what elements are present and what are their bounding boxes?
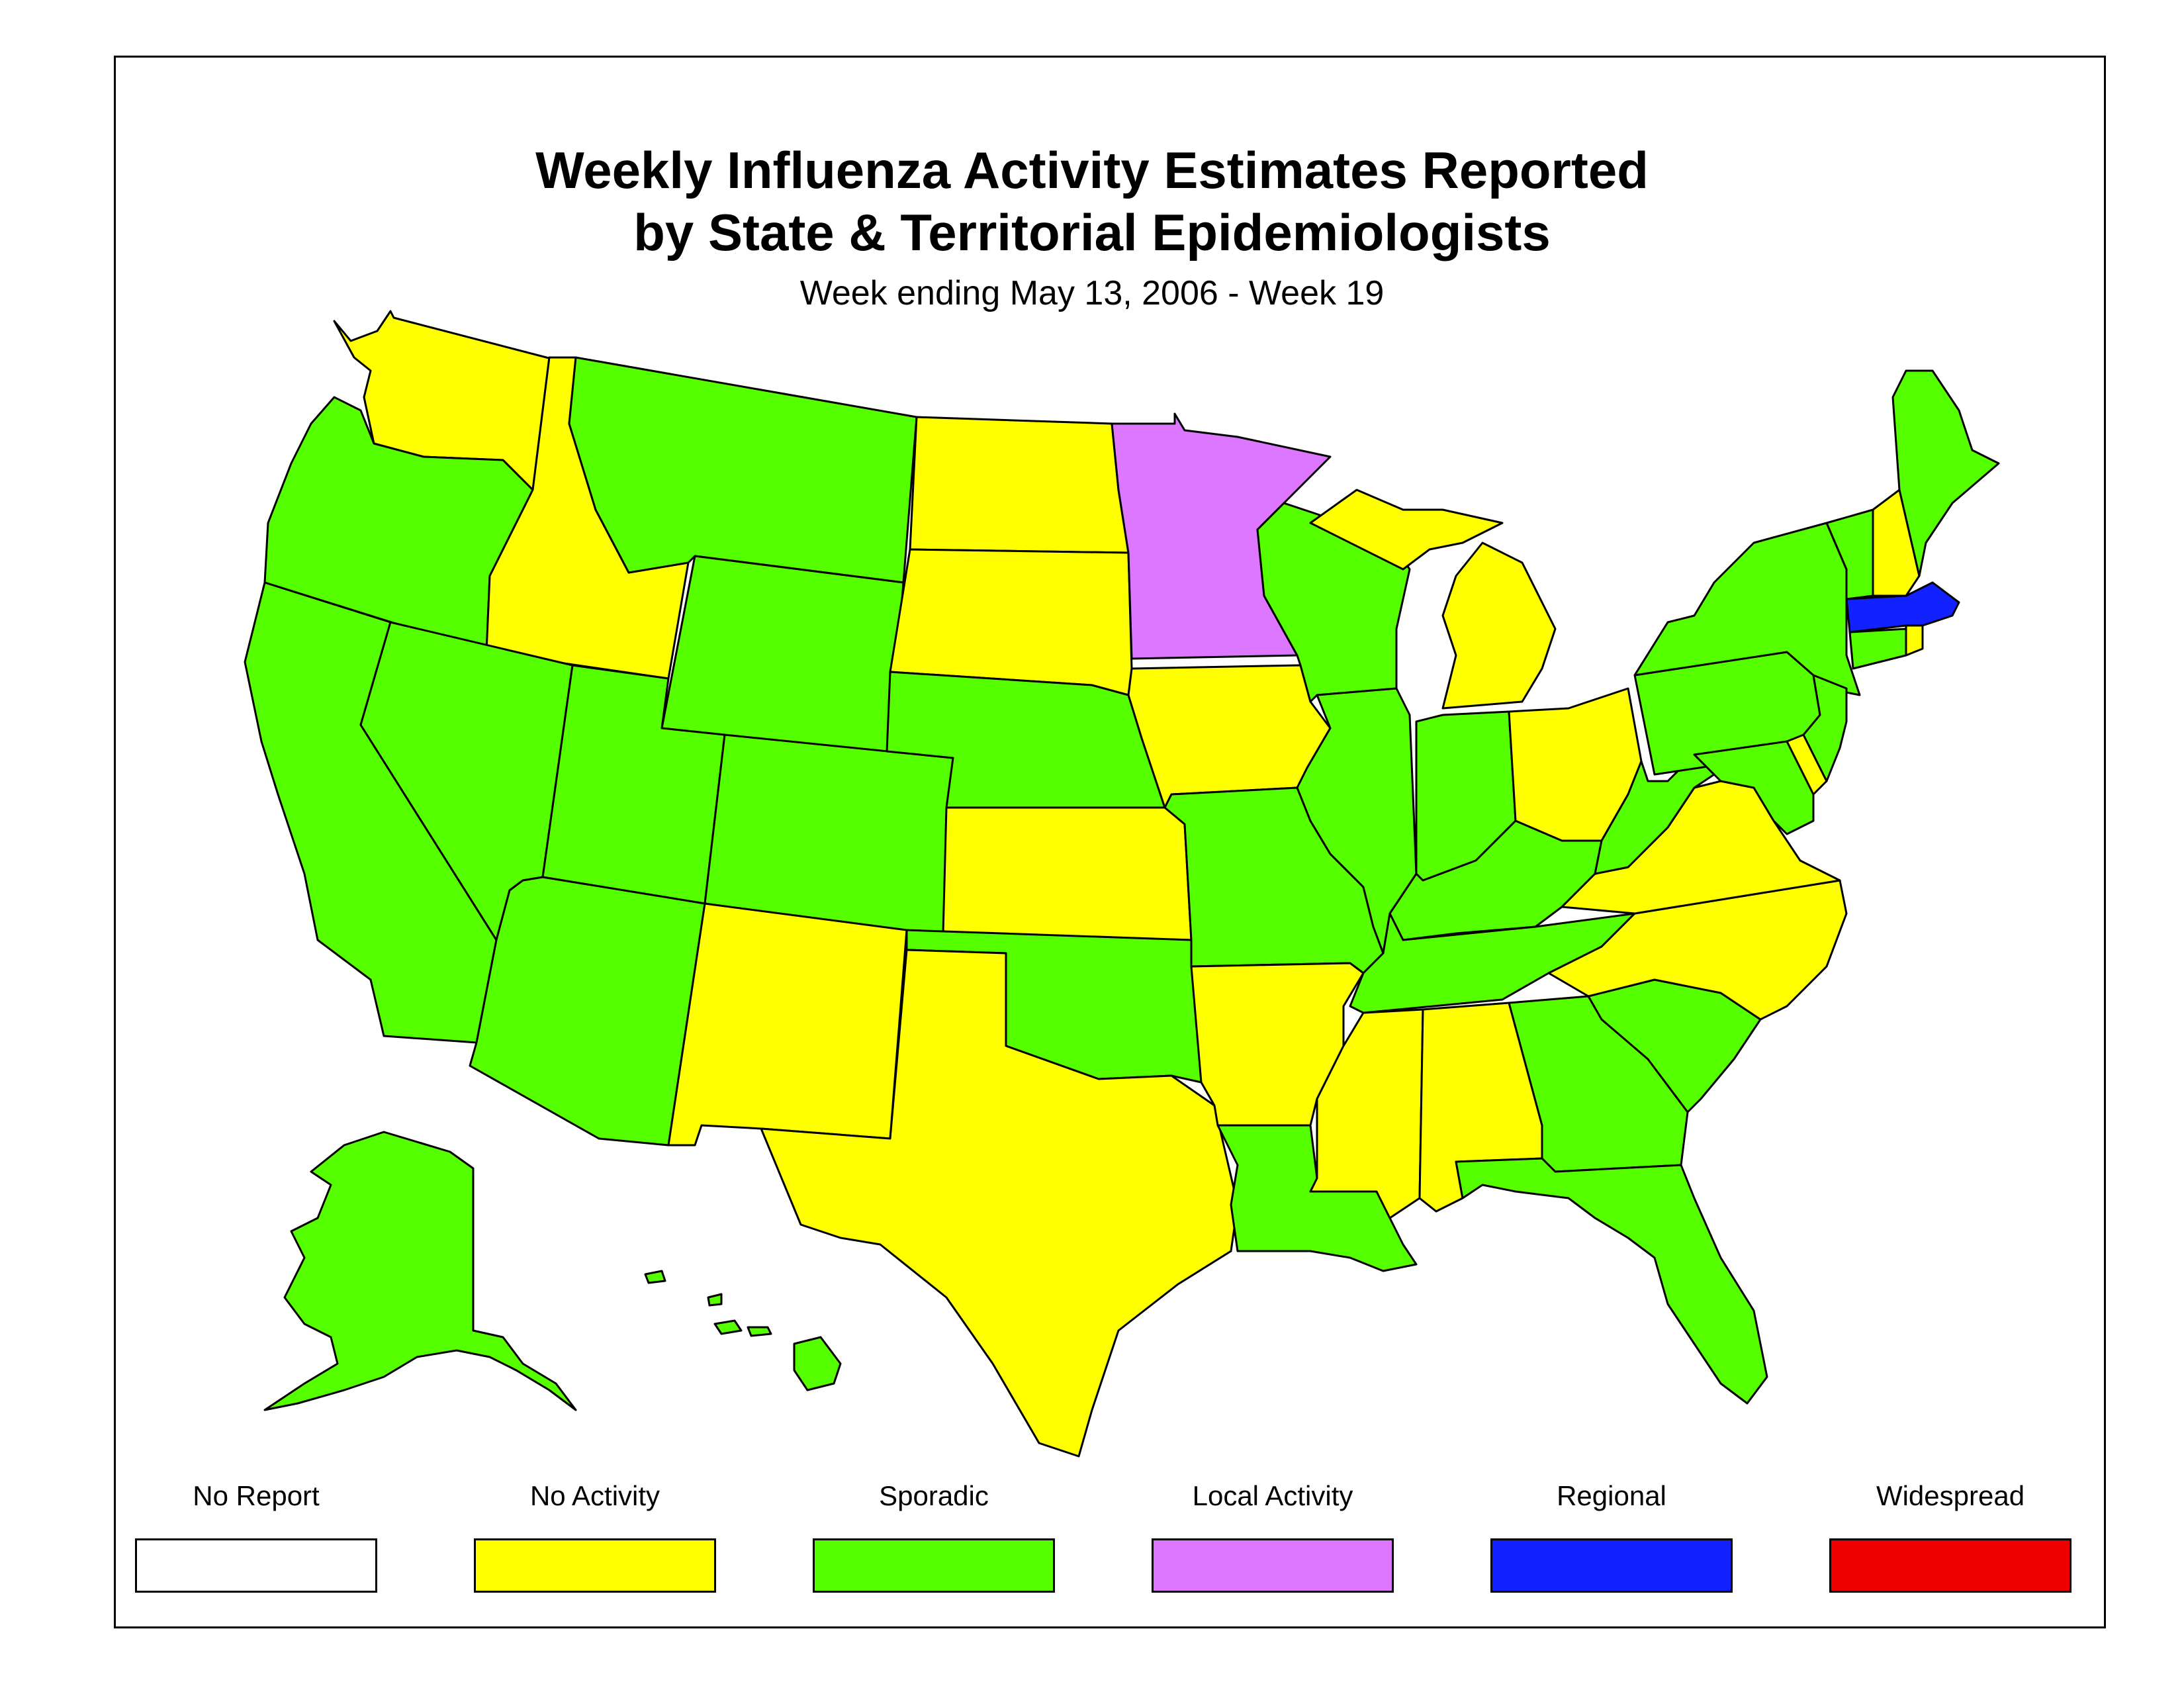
title-block: Weekly Influenza Activity Estimates Repo… <box>0 139 2184 323</box>
legend-item-noact: No Activity <box>474 1476 716 1593</box>
state-arizona <box>469 876 706 1147</box>
legend-label: No Activity <box>529 1480 660 1511</box>
legend-label: Sporadic <box>879 1480 989 1511</box>
legend-label: Widespread <box>1876 1480 2025 1511</box>
map-title-line-1: Weekly Influenza Activity Estimates Repo… <box>535 141 1649 199</box>
state-alaska <box>263 1131 577 1411</box>
legend-item-none: No Report <box>135 1476 377 1593</box>
state-wyoming <box>660 555 905 756</box>
state-north-carolina <box>1547 879 1848 1021</box>
state-colorado <box>704 733 954 938</box>
legend-swatch <box>1490 1538 1733 1593</box>
state-texas <box>760 949 1239 1458</box>
legend-swatch <box>1152 1538 1394 1593</box>
legend-label: No Report <box>193 1480 320 1511</box>
legend-swatch <box>135 1538 377 1593</box>
state-massachusetts <box>1845 581 1960 633</box>
state-florida <box>1455 1157 1768 1405</box>
state-new-jersey <box>1802 674 1848 782</box>
legend-item-local: Local Activity <box>1152 1476 1394 1593</box>
legend-swatch <box>474 1538 716 1593</box>
state-new-hampshire <box>1872 489 1921 597</box>
state-rhode-island <box>1905 624 1924 657</box>
legend-swatch <box>1829 1538 2071 1593</box>
state-north-dakota <box>909 416 1130 554</box>
state-hawaii <box>644 1270 842 1391</box>
legend-item-sporadic: Sporadic <box>813 1476 1055 1593</box>
state-montana <box>568 356 918 584</box>
state-illinois <box>1296 687 1418 955</box>
map-subtitle: Week ending May 13, 2006 - Week 19 <box>799 274 1385 312</box>
state-new-mexico <box>667 902 908 1147</box>
legend-label: Local Activity <box>1192 1480 1353 1511</box>
state-connecticut <box>1848 628 1907 670</box>
state-maine <box>1891 369 2000 577</box>
legend-swatch <box>813 1538 1055 1593</box>
state-vermont <box>1825 508 1874 600</box>
state-south-dakota <box>889 548 1133 696</box>
legend-item-regional: Regional <box>1490 1476 1733 1593</box>
map-frame <box>114 56 2106 1628</box>
state-kansas <box>942 806 1193 941</box>
map-title-line-2: by State & Territorial Epidemiologists <box>633 203 1551 261</box>
legend-label: Regional <box>1557 1480 1666 1511</box>
legend-item-widespread: Widespread <box>1829 1476 2071 1593</box>
state-michigan <box>1309 489 1557 710</box>
